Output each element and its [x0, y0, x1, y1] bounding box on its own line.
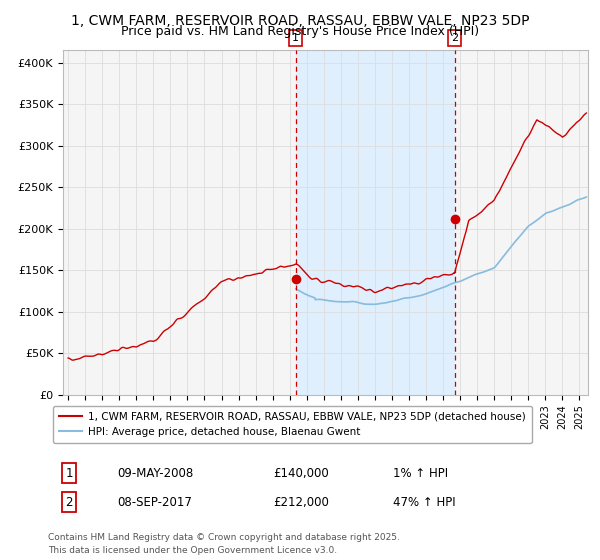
Text: 47% ↑ HPI: 47% ↑ HPI [393, 496, 455, 509]
Text: 1: 1 [292, 34, 299, 43]
Text: 09-MAY-2008: 09-MAY-2008 [117, 466, 193, 480]
Text: 1: 1 [65, 466, 73, 480]
Text: 08-SEP-2017: 08-SEP-2017 [117, 496, 192, 509]
Text: 1, CWM FARM, RESERVOIR ROAD, RASSAU, EBBW VALE, NP23 5DP: 1, CWM FARM, RESERVOIR ROAD, RASSAU, EBB… [71, 14, 529, 28]
Text: 2: 2 [451, 34, 458, 43]
Text: Price paid vs. HM Land Registry's House Price Index (HPI): Price paid vs. HM Land Registry's House … [121, 25, 479, 38]
Text: 1% ↑ HPI: 1% ↑ HPI [393, 466, 448, 480]
Text: £140,000: £140,000 [273, 466, 329, 480]
Text: 2: 2 [65, 496, 73, 509]
Bar [296, 50, 455, 395]
Text: £212,000: £212,000 [273, 496, 329, 509]
Text: Contains HM Land Registry data © Crown copyright and database right 2025.
This d: Contains HM Land Registry data © Crown c… [48, 533, 400, 554]
Legend: 1, CWM FARM, RESERVOIR ROAD, RASSAU, EBBW VALE, NP23 5DP (detached house), HPI: : 1, CWM FARM, RESERVOIR ROAD, RASSAU, EBB… [53, 405, 532, 443]
